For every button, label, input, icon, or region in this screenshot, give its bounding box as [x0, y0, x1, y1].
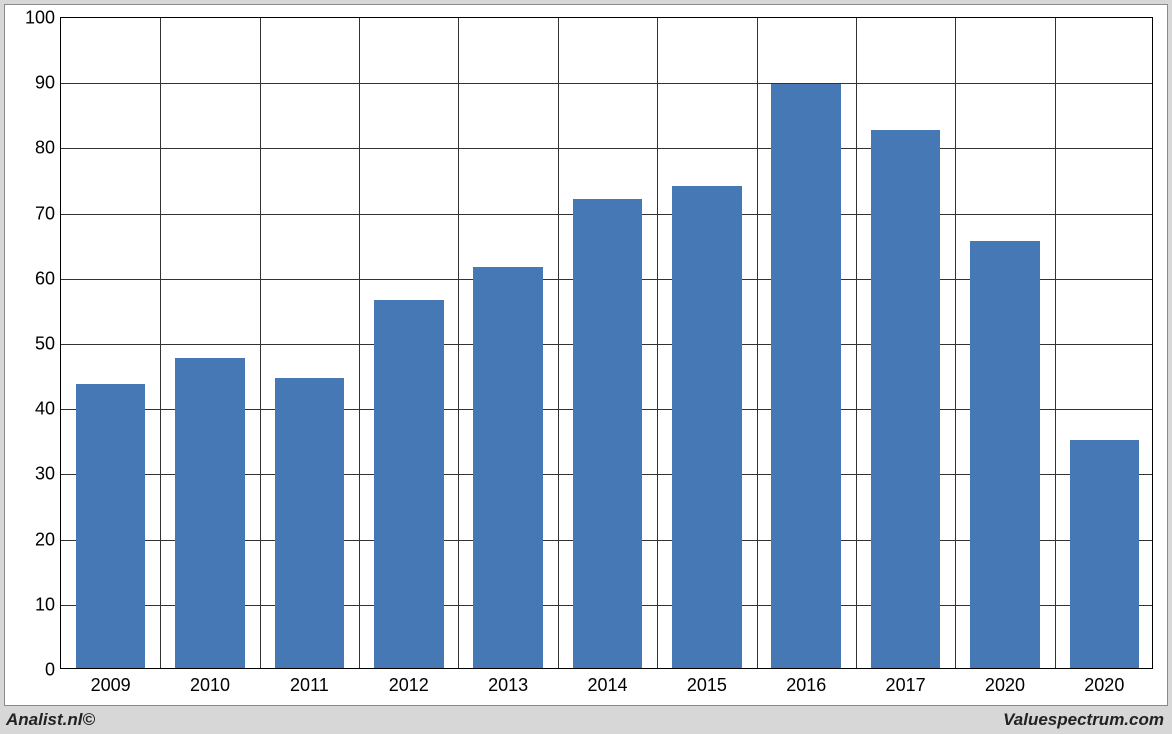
- x-tick-label: 2020: [985, 675, 1025, 696]
- y-tick-label: 90: [9, 73, 55, 94]
- y-tick-label: 70: [9, 203, 55, 224]
- y-tick-label: 50: [9, 334, 55, 355]
- bar: [275, 378, 345, 668]
- gridline-vertical: [657, 18, 658, 668]
- bar: [573, 199, 643, 668]
- bar: [374, 300, 444, 668]
- y-tick-label: 60: [9, 268, 55, 289]
- x-tick-label: 2009: [91, 675, 131, 696]
- bar: [771, 84, 841, 668]
- x-tick-label: 2013: [488, 675, 528, 696]
- plot-area: [60, 17, 1153, 669]
- y-tick-label: 0: [9, 660, 55, 681]
- gridline-vertical: [458, 18, 459, 668]
- gridline-vertical: [1055, 18, 1056, 668]
- x-tick-label: 2014: [587, 675, 627, 696]
- footer-left-text: Analist.nl©: [6, 710, 95, 730]
- y-tick-label: 10: [9, 594, 55, 615]
- outer-container: 0 10 20 30 40 50 60 70 80 90 100 2009 2010 2011 2012 20…: [0, 0, 1172, 734]
- gridline-horizontal: [61, 148, 1152, 149]
- x-tick-label: 2010: [190, 675, 230, 696]
- gridline-vertical: [558, 18, 559, 668]
- y-tick-label: 30: [9, 464, 55, 485]
- y-tick-label: 20: [9, 529, 55, 550]
- gridline-vertical: [260, 18, 261, 668]
- chart-frame: 0 10 20 30 40 50 60 70 80 90 100 2009 2010 2011 2012 20…: [4, 4, 1168, 706]
- gridline-vertical: [856, 18, 857, 668]
- bar: [76, 384, 146, 668]
- x-tick-label: 2017: [886, 675, 926, 696]
- y-tick-label: 80: [9, 138, 55, 159]
- bar: [1070, 440, 1140, 668]
- gridline-horizontal: [61, 83, 1152, 84]
- gridline-vertical: [359, 18, 360, 668]
- gridline-vertical: [955, 18, 956, 668]
- bar: [871, 130, 941, 668]
- bar: [175, 358, 245, 668]
- y-tick-label: 100: [9, 8, 55, 29]
- bar: [970, 241, 1040, 668]
- gridline-vertical: [757, 18, 758, 668]
- x-tick-label: 2015: [687, 675, 727, 696]
- x-tick-label: 2016: [786, 675, 826, 696]
- bar: [473, 267, 543, 668]
- y-tick-label: 40: [9, 399, 55, 420]
- x-tick-label: 2012: [389, 675, 429, 696]
- footer-right-text: Valuespectrum.com: [1003, 710, 1164, 730]
- gridline-vertical: [160, 18, 161, 668]
- bar: [672, 186, 742, 668]
- x-tick-label: 2011: [290, 675, 329, 696]
- x-tick-label: 2020: [1084, 675, 1124, 696]
